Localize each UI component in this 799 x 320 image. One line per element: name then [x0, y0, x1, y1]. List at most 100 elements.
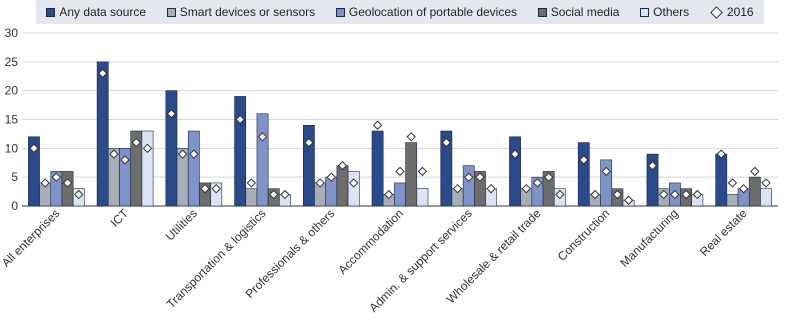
legend-label-others: Others: [653, 5, 690, 19]
marker-2016: [315, 178, 325, 188]
legend-swatch-social-media: [537, 7, 547, 17]
marker-2016: [464, 172, 474, 182]
chart-legend: Any data source Smart devices or sensors…: [36, 0, 764, 24]
marker-2016: [761, 178, 771, 188]
bar-geolocation-of-portable-devices: [600, 159, 613, 207]
y-tick-label: 0: [11, 199, 18, 213]
marker-2016: [304, 137, 314, 148]
legend-item-others: Others: [640, 5, 689, 19]
category-label: ICT: [108, 206, 132, 230]
category-label: Real estate: [697, 206, 750, 259]
bar-any-data-source: [715, 153, 728, 207]
y-tick-label: 15: [5, 113, 19, 127]
marker-2016: [543, 172, 554, 182]
bar-smart-devices-or-sensors: [726, 194, 739, 207]
category-label: Construction: [555, 206, 613, 264]
legend-label-geolocation: Geolocation of portable devices: [348, 5, 518, 19]
bar-any-data-source: [96, 61, 109, 207]
marker-2016: [189, 149, 199, 159]
bar-geolocation-of-portable-devices: [462, 165, 475, 207]
legend-swatch-geolocation: [335, 7, 345, 17]
marker-2016: [280, 189, 290, 200]
category-label: Accommodation: [335, 206, 406, 277]
marker-2016: [510, 149, 520, 159]
marker-2016: [452, 183, 463, 194]
legend-item-smart-devices: Smart devices or sensors: [166, 5, 316, 19]
bar-any-data-source: [234, 96, 247, 207]
marker-2016: [681, 189, 691, 200]
marker-2016: [257, 132, 268, 142]
marker-2016: [521, 183, 531, 194]
marker-2016: [235, 114, 245, 125]
marker-2016: [590, 189, 600, 200]
marker-2016: [670, 189, 680, 200]
marker-2016: [612, 189, 623, 200]
marker-2016: [120, 155, 130, 165]
legend-swatch-smart-devices: [166, 7, 176, 17]
marker-2016: [475, 172, 485, 182]
bar-smart-devices-or-sensors: [245, 188, 258, 207]
marker-2016: [62, 178, 73, 188]
marker-2016: [40, 178, 50, 188]
category-label: All enterprises: [0, 206, 62, 270]
bar-any-data-source: [302, 124, 315, 207]
marker-2016: [109, 149, 119, 159]
legend-swatch-any-data-source: [46, 7, 56, 17]
bar-geolocation-of-portable-devices: [394, 182, 406, 207]
marker-2016: [417, 166, 428, 177]
bar-any-data-source: [646, 153, 659, 207]
marker-2016: [348, 178, 359, 188]
marker-2016: [246, 178, 257, 188]
marker-2016: [51, 172, 62, 182]
bar-others: [210, 182, 223, 207]
y-tick-label: 10: [5, 141, 19, 155]
marker-2016: [326, 172, 336, 182]
marker-2016: [337, 160, 348, 171]
marker-2016: [659, 189, 669, 200]
bar-social-media: [405, 142, 418, 207]
legend-diamond-2016: [710, 5, 723, 19]
marker-2016: [486, 183, 496, 194]
marker-2016: [601, 166, 611, 177]
legend-label-social-media: Social media: [550, 5, 620, 19]
marker-2016: [441, 137, 452, 148]
marker-2016: [200, 183, 210, 194]
legend-label-smart-devices: Smart devices or sensors: [179, 5, 316, 19]
marker-2016: [97, 68, 108, 79]
marker-2016: [532, 178, 543, 188]
bar-geolocation-of-portable-devices: [256, 113, 269, 207]
bar-any-data-source: [440, 130, 453, 207]
marker-2016: [647, 160, 658, 171]
bar-any-data-source: [28, 136, 40, 207]
y-tick-label: 30: [5, 26, 19, 40]
legend-label-2016: 2016: [726, 5, 754, 19]
legend-item-any-data-source: Any data source: [46, 5, 146, 19]
bar-any-data-source: [577, 142, 590, 207]
marker-2016: [211, 183, 221, 194]
marker-2016: [750, 166, 760, 177]
bar-social-media: [748, 176, 761, 207]
marker-2016: [269, 189, 279, 200]
marker-2016: [406, 132, 416, 142]
marker-2016: [623, 195, 634, 205]
bar-social-media: [61, 171, 74, 207]
bar-any-data-source: [165, 90, 178, 207]
bar-any-data-source: [509, 136, 521, 207]
category-label: Utilities: [163, 206, 200, 243]
bar-any-data-source: [371, 130, 384, 207]
marker-2016: [738, 183, 749, 194]
marker-2016: [74, 189, 84, 200]
marker-2016: [395, 166, 405, 177]
marker-2016: [166, 109, 177, 119]
category-label: Manufacturing: [617, 206, 681, 270]
marker-2016: [142, 143, 153, 154]
y-tick-label: 25: [5, 55, 19, 69]
marker-2016: [384, 189, 394, 200]
legend-item-geolocation: Geolocation of portable devices: [335, 5, 518, 19]
marker-2016: [372, 120, 383, 130]
marker-2016: [177, 149, 188, 159]
bar-social-media: [336, 165, 349, 207]
marker-2016: [727, 178, 738, 188]
bar-others: [347, 171, 360, 207]
